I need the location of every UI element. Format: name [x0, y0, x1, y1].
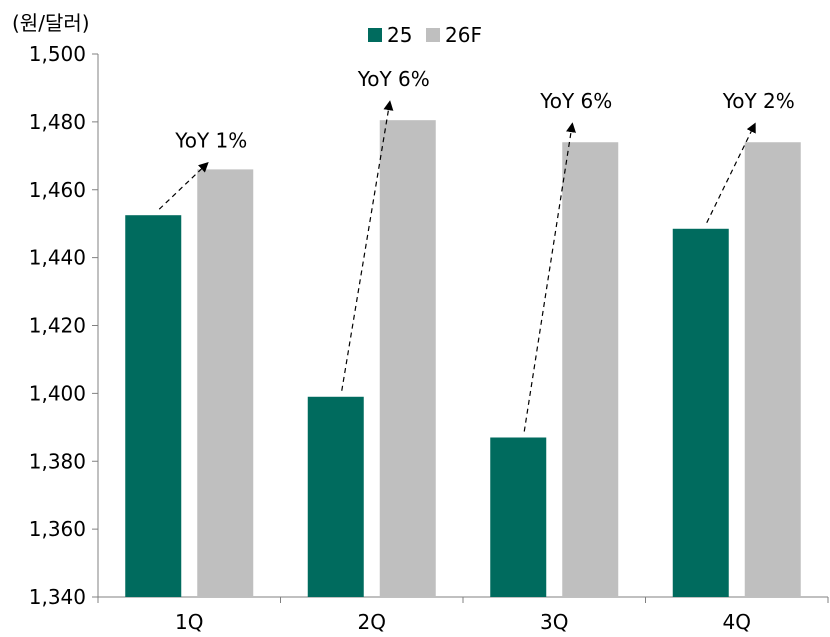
legend-label-26f: 26F	[445, 23, 482, 47]
y-axis-unit-label: (원/달러)	[12, 11, 90, 35]
legend-swatch-25	[368, 28, 382, 42]
bar-25-2q	[307, 396, 364, 597]
yoy-arrow	[158, 162, 209, 210]
x-tick-label: 2Q	[358, 610, 386, 634]
yoy-annotations: YoY 1% YoY 6% YoY 6% YoY 2%	[158, 67, 795, 432]
y-tick-label: 1,420	[29, 314, 86, 338]
yoy-label: YoY 6%	[357, 67, 430, 91]
bar-26f-2q	[379, 120, 436, 597]
y-tick-label: 1,360	[29, 517, 86, 541]
bar-25-3q	[490, 437, 547, 597]
x-tick-label: 1Q	[175, 610, 203, 634]
y-tick-label: 1,340	[29, 585, 86, 609]
yoy-label: YoY 2%	[722, 89, 795, 113]
yoy-arrow	[523, 122, 576, 432]
bar-25-1q	[125, 215, 182, 597]
legend-swatch-26f	[426, 28, 440, 42]
bar-26f-4q	[744, 142, 801, 598]
x-axis: 1Q 2Q 3Q 4Q	[97, 596, 829, 634]
x-tick-label: 3Q	[540, 610, 568, 634]
y-tick-label: 1,460	[29, 178, 86, 202]
yoy-arrow	[706, 122, 756, 224]
y-tick-label: 1,380	[29, 449, 86, 473]
y-tick-label: 1,400	[29, 381, 86, 405]
bar-26f-1q	[197, 169, 254, 597]
legend: 25 26F	[368, 23, 482, 47]
y-tick-label: 1,500	[29, 42, 86, 66]
bars	[125, 120, 801, 598]
bar-25-4q	[672, 228, 729, 597]
y-axis: 1,340 1,360 1,380 1,400 1,420 1,440 1,460 1,480…	[29, 42, 99, 609]
yoy-arrow	[341, 100, 394, 391]
legend-label-25: 25	[387, 23, 412, 47]
yoy-label: YoY 1%	[174, 128, 247, 152]
y-tick-label: 1,480	[29, 110, 86, 134]
x-tick-label: 4Q	[723, 610, 751, 634]
y-tick-label: 1,440	[29, 246, 86, 270]
yoy-label: YoY 6%	[539, 89, 612, 113]
bar-26f-3q	[562, 142, 619, 598]
